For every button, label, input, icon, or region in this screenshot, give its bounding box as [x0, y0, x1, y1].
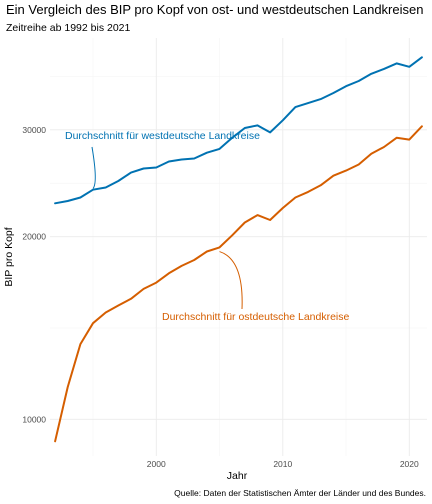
x-tick-label: 2020 — [400, 459, 419, 469]
annotation-leader — [219, 251, 243, 310]
chart-title: Ein Vergleich des BIP pro Kopf von ost- … — [6, 2, 424, 17]
series-line-east — [54, 125, 423, 443]
series-line-west — [54, 56, 423, 205]
major-gridlines — [50, 38, 427, 456]
annotation-leader — [91, 146, 96, 189]
minor-gridlines — [50, 38, 427, 456]
y-axis-title: BIP pro Kopf — [3, 227, 15, 286]
x-tick-label: 2000 — [147, 459, 166, 469]
chart-subtitle: Zeitreihe ab 1992 bis 2021 — [6, 22, 131, 34]
x-axis-ticks: 2000 2010 2020 — [147, 459, 419, 469]
series-annotation-label: Durchschnitt für westdeutsche Landkreise — [65, 130, 260, 142]
x-tick-label: 2010 — [273, 459, 292, 469]
x-axis-title: Jahr — [227, 470, 248, 482]
annotation-leaders — [91, 146, 243, 310]
series-annotation-label: Durchschnitt für ostdeutsche Landkreise — [162, 311, 350, 323]
y-tick-label: 10000 — [22, 414, 46, 424]
chart-caption: Quelle: Daten der Statistischen Ämter de… — [174, 488, 426, 498]
series-annotations: Durchschnitt für westdeutsche Landkreise… — [65, 130, 350, 323]
y-axis-ticks: 10000 20000 30000 — [22, 125, 46, 425]
series-lines — [54, 56, 423, 443]
y-tick-label: 20000 — [22, 232, 46, 242]
y-tick-label: 30000 — [22, 125, 46, 135]
